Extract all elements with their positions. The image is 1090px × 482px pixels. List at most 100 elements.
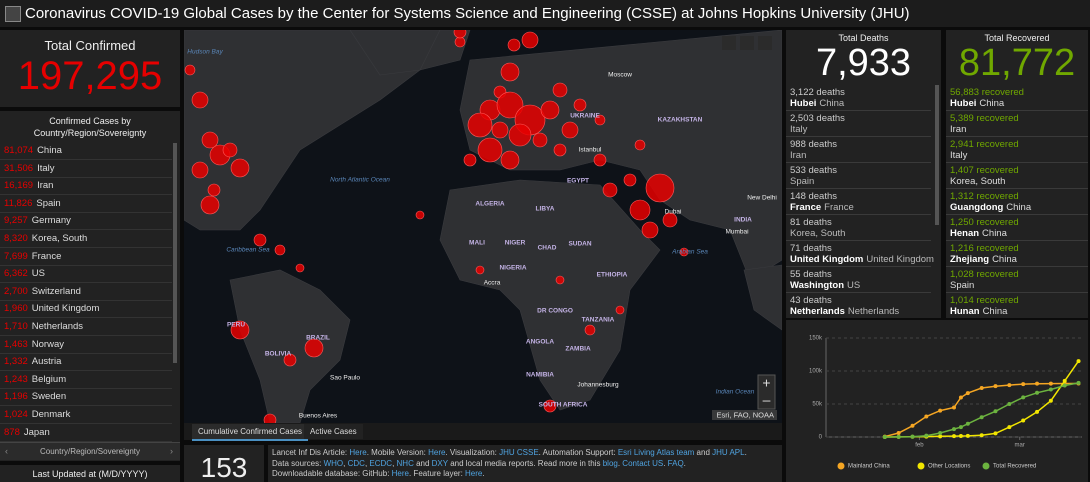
country-name: China [979, 98, 1005, 109]
info-text: . Feature layer: [408, 469, 466, 478]
case-bubble [191, 91, 209, 109]
row-divider [946, 214, 1088, 215]
data-point [1021, 382, 1026, 387]
legend-swatch [837, 462, 845, 470]
stat-count: 1,312 recovered [950, 191, 1019, 202]
place-name: Henan [950, 228, 980, 239]
bookmark-button[interactable] [722, 36, 736, 50]
total-confirmed-value: 197,295 [17, 54, 163, 98]
country-row: 2,700 Switzerland [4, 286, 81, 297]
map-label: SOUTH AFRICA [539, 402, 588, 409]
place-name: Hubei [790, 98, 817, 109]
case-bubble [207, 183, 221, 197]
stat-count: 5,389 recovered [950, 113, 1019, 124]
map-label: UKRAINE [570, 113, 600, 120]
y-tick-label: 100k [809, 369, 823, 375]
country-name: China [37, 145, 62, 156]
stat-place: Zhejiang China [950, 254, 1017, 265]
map-label: TANZANIA [582, 317, 615, 324]
map-label: Buenos Aires [299, 413, 338, 420]
info-link[interactable]: Here [465, 469, 483, 478]
case-bubble [507, 38, 521, 52]
info-link[interactable]: JHU APL [712, 448, 745, 457]
logo-icon [5, 6, 21, 22]
info-text: . [617, 458, 623, 468]
row-divider [946, 240, 1088, 241]
tab-next[interactable]: › [170, 446, 173, 456]
info-link[interactable]: Here [428, 448, 446, 457]
case-count: 7,699 [4, 250, 28, 262]
place-name: Washington [790, 280, 844, 291]
stat-place: Washington US [790, 280, 860, 291]
info-link[interactable]: Here [391, 469, 409, 478]
data-point [924, 433, 929, 438]
row-divider [0, 176, 172, 178]
info-link[interactable]: DXY [431, 458, 448, 468]
stat-place: Italy [790, 124, 807, 135]
y-tick-label: 50k [812, 402, 823, 408]
data-point [910, 423, 915, 428]
case-bubble [555, 275, 565, 285]
data-point [993, 409, 998, 414]
country-name: Belgium [31, 373, 67, 385]
place-name: Hubei [950, 98, 977, 109]
info-link[interactable]: NHC [396, 458, 414, 468]
case-count: 1,332 [4, 356, 28, 368]
country-row: 878 Japan [4, 427, 50, 438]
legend-swatch [982, 462, 990, 470]
case-bubble [496, 91, 524, 119]
map-label: NIGERIA [499, 265, 526, 272]
case-bubble [629, 199, 651, 221]
case-bubble [602, 182, 618, 198]
map-label: Dubai [665, 209, 682, 216]
info-link[interactable]: WHO [323, 458, 344, 468]
info-link[interactable]: FAQ [667, 458, 684, 468]
map-tab-active[interactable]: Cumulative Confirmed Cases [192, 424, 309, 441]
data-point [1021, 395, 1026, 400]
data-point [979, 415, 984, 420]
info-link[interactable]: CDC [347, 458, 365, 468]
data-point [958, 434, 963, 439]
data-point [1062, 378, 1067, 383]
map-tab[interactable]: Active Cases [304, 424, 363, 439]
stat-count: 988 deaths [790, 139, 838, 150]
south-america [229, 269, 351, 423]
info-text: , [364, 458, 370, 468]
data-point [1007, 383, 1012, 388]
info-text: . [744, 448, 747, 457]
stat-count: 55 deaths [790, 269, 832, 280]
map[interactable]: Hudson Bay Moscow North Atlantic Ocean Arab… [184, 30, 782, 423]
total-recovered-label: Total Recovered [984, 33, 1050, 43]
last-updated-panel: Last Updated at (M/D/YYYY) [0, 465, 180, 482]
case-count: 31,506 [4, 162, 34, 174]
series-line [884, 382, 1079, 438]
stat-place: Hubei China [950, 98, 1004, 109]
row-divider [0, 405, 172, 407]
data-point [1048, 398, 1053, 403]
row-divider [0, 335, 172, 336]
row-divider [786, 110, 931, 111]
stat-count: 2,503 deaths [790, 113, 845, 124]
zoom-out[interactable]: – [763, 392, 771, 408]
info-link[interactable]: blog [602, 458, 618, 468]
map-tools: + – Esri, FAO, NOAA [712, 36, 777, 420]
stat-place: Italy [950, 150, 967, 161]
zoom-in[interactable]: + [762, 375, 770, 391]
info-link[interactable]: Contact US [622, 458, 664, 468]
country-name: Norway [31, 338, 64, 350]
info-text: . Mobile Version: [366, 448, 429, 457]
info-link[interactable]: JHU CSSE [499, 448, 539, 457]
case-bubble [191, 161, 209, 179]
country-row: 81,074 China [4, 145, 62, 156]
map-label: North Atlantic Ocean [330, 177, 390, 184]
list-button[interactable] [740, 36, 754, 50]
info-link[interactable]: Esri Living Atlas team [617, 448, 695, 457]
attribution: Esri, FAO, NOAA [716, 410, 774, 419]
info-link[interactable]: Here [349, 448, 367, 457]
info-link[interactable]: ECDC [369, 458, 393, 468]
country-row: 1,243 Belgium [4, 374, 66, 385]
stat-place: France France [790, 202, 854, 213]
list-tab[interactable]: Country/Region/Sovereignty [39, 447, 141, 456]
basemap-button[interactable] [758, 36, 772, 50]
tab-prev[interactable]: ‹ [5, 446, 8, 456]
